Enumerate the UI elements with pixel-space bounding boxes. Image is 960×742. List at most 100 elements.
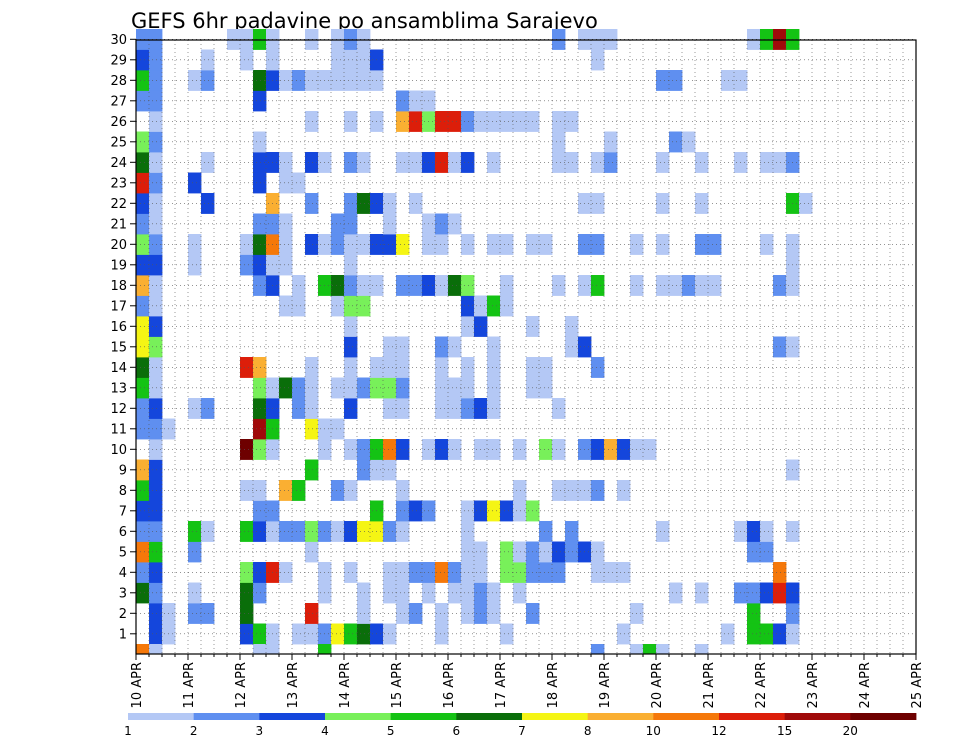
heatmap-cell: [552, 562, 566, 583]
y-tick-label: 19: [110, 258, 127, 273]
heatmap-cell: [136, 193, 150, 214]
heatmap-cell: [149, 275, 163, 296]
heatmap-cell: [383, 459, 397, 481]
heatmap-cell: [448, 152, 462, 173]
heatmap-cell: [292, 70, 306, 91]
heatmap-cell: [487, 234, 501, 255]
heatmap-cell: [344, 254, 358, 276]
heatmap-cell: [136, 213, 150, 235]
heatmap-cell: [279, 172, 293, 194]
heatmap-cell: [435, 357, 449, 378]
heatmap-cell: [760, 521, 774, 542]
colorbar-swatch: [325, 713, 392, 720]
heatmap-cell: [396, 111, 410, 132]
heatmap-cell: [331, 49, 345, 71]
heatmap-cell: [539, 377, 553, 399]
heatmap-cell: [591, 152, 605, 173]
x-tick-label: 11 APR: [182, 662, 197, 708]
heatmap-cell: [240, 603, 254, 624]
heatmap-cell: [409, 275, 423, 296]
heatmap-cell: [357, 521, 371, 542]
heatmap-cell: [331, 275, 345, 296]
heatmap-cell: [201, 398, 215, 419]
heatmap-cell: [136, 644, 150, 654]
heatmap-cell: [253, 500, 267, 522]
heatmap-cell: [435, 439, 449, 460]
heatmap-cell: [747, 623, 761, 645]
heatmap-cell: [383, 439, 397, 460]
heatmap-cell: [448, 439, 462, 460]
heatmap-cell: [253, 521, 267, 542]
heatmap-cell: [253, 131, 267, 153]
heatmap-cell: [292, 295, 306, 317]
colorbar-swatch: [587, 713, 654, 720]
heatmap-cell: [149, 582, 163, 604]
heatmap-cell: [461, 275, 475, 296]
heatmap-cell: [669, 70, 683, 91]
heatmap-cell: [448, 213, 462, 235]
x-tick-label: 25 APR: [910, 662, 925, 708]
heatmap-cell: [396, 357, 410, 378]
heatmap-cell: [305, 541, 319, 563]
y-tick-label: 28: [110, 74, 127, 89]
heatmap-cell: [253, 644, 267, 654]
y-tick-label: 2: [119, 607, 127, 622]
heatmap-cell: [279, 234, 293, 255]
heatmap-cell: [383, 193, 397, 214]
heatmap-cell: [279, 213, 293, 235]
colorbar-label: 8: [584, 724, 592, 738]
heatmap-cell: [461, 295, 475, 317]
heatmap-cell: [565, 336, 579, 358]
y-tick-label: 15: [110, 340, 127, 355]
heatmap-cell: [149, 90, 163, 112]
heatmap-cell: [279, 295, 293, 317]
heatmap-cell: [487, 336, 501, 358]
y-tick-label: 21: [110, 217, 127, 232]
heatmap-cell: [409, 500, 423, 522]
colorbar-swatch: [390, 713, 457, 720]
heatmap-cell: [500, 623, 514, 645]
heatmap-cell: [669, 131, 683, 153]
colorbar-swatch: [653, 713, 720, 720]
heatmap-cell: [487, 603, 501, 624]
colorbar-swatch: [784, 713, 851, 720]
heatmap-cell: [292, 398, 306, 419]
heatmap-cell: [344, 480, 358, 501]
heatmap-cell: [383, 336, 397, 358]
y-tick-label: 16: [110, 320, 127, 335]
x-tick-label: 16 APR: [442, 662, 457, 708]
heatmap-cell: [617, 480, 631, 501]
y-tick-label: 10: [110, 443, 127, 458]
heatmap-cell: [396, 582, 410, 604]
heatmap-cell: [253, 90, 267, 112]
heatmap-cell: [747, 582, 761, 604]
heatmap-cell: [357, 377, 371, 399]
heatmap-cell: [357, 623, 371, 645]
heatmap-cell: [487, 582, 501, 604]
colorbar-swatch: [719, 713, 786, 720]
heatmap-cell: [188, 541, 202, 563]
colorbar-swatch: [193, 713, 260, 720]
heatmap-cell: [357, 459, 371, 481]
heatmap-cell: [656, 193, 670, 214]
heatmap-cell: [461, 603, 475, 624]
x-tick-label: 24 APR: [858, 662, 873, 708]
heatmap-cell: [630, 644, 644, 654]
heatmap-cell: [136, 254, 150, 276]
y-tick-label: 11: [110, 422, 127, 437]
heatmap-cell: [539, 234, 553, 255]
heatmap-cell: [331, 418, 345, 440]
heatmap-cell: [292, 377, 306, 399]
colorbar-label: 1: [124, 724, 132, 738]
heatmap-cell: [656, 521, 670, 542]
heatmap-cell: [292, 521, 306, 542]
heatmap-cell: [539, 439, 553, 460]
colorbar-label: 6: [452, 724, 460, 738]
heatmap-cell: [435, 398, 449, 419]
heatmap-cell: [331, 377, 345, 399]
heatmap-cell: [552, 131, 566, 153]
x-tick-label: 12 APR: [234, 662, 249, 708]
heatmap-cell: [513, 480, 527, 501]
heatmap-cell: [331, 295, 345, 317]
